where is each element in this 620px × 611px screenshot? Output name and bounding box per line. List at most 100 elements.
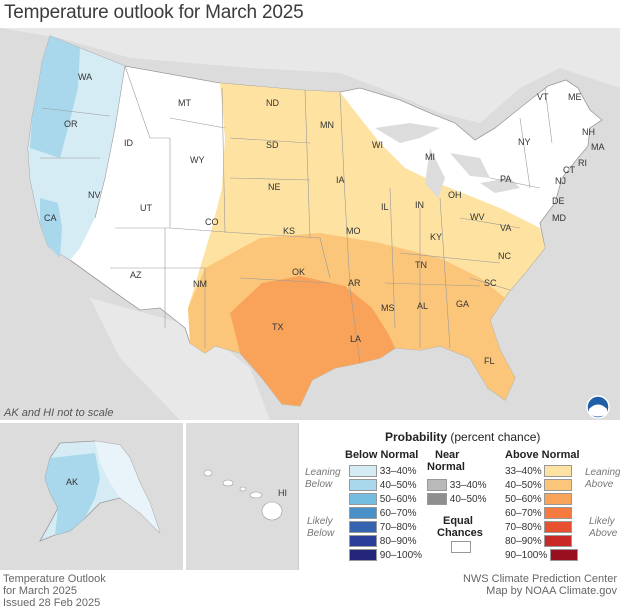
state-label-mt: MT bbox=[178, 98, 191, 108]
legend: Probability (percent chance) Below Norma… bbox=[298, 423, 620, 570]
conus-map: WA OR CA ID NV MT WY UT AZ CO NM ND SD N… bbox=[0, 28, 620, 420]
region-below-40-50 bbox=[30, 36, 80, 158]
legend-below-row-1: 33–40% bbox=[349, 465, 416, 477]
mexico-land bbox=[90, 298, 270, 420]
legend-below-range-4: 60–70% bbox=[379, 507, 417, 519]
swatch-above-4 bbox=[544, 507, 573, 519]
state-label-ky: KY bbox=[430, 232, 442, 242]
state-label-or: OR bbox=[64, 119, 78, 129]
legend-leaning-above-1: Leaning bbox=[585, 467, 620, 478]
state-label-id: ID bbox=[124, 138, 134, 148]
state-label-ia: IA bbox=[336, 175, 345, 185]
swatch-near-2 bbox=[427, 493, 447, 505]
state-label-nm: NM bbox=[193, 279, 207, 289]
alaska-inset-svg: AK bbox=[39, 440, 161, 542]
scale-note: AK and HI not to scale bbox=[4, 407, 114, 419]
legend-above-row-2: 40–50% bbox=[505, 479, 573, 491]
state-label-mn: MN bbox=[320, 120, 334, 130]
footer-right-line-2: Map by NOAA Climate.gov bbox=[486, 585, 617, 597]
state-label-ut: UT bbox=[140, 203, 152, 213]
legend-above-range-5: 70–80% bbox=[505, 521, 542, 533]
state-label-wy: WY bbox=[190, 155, 205, 165]
state-label-sd: SD bbox=[266, 140, 279, 150]
state-label-ne: NE bbox=[268, 182, 281, 192]
state-label-co: CO bbox=[205, 217, 219, 227]
footer-right-line-1: NWS Climate Prediction Center bbox=[462, 573, 617, 585]
legend-below-row-3: 50–60% bbox=[349, 493, 416, 505]
legend-leaning-below-1: Leaning bbox=[305, 467, 341, 478]
state-label-wi: WI bbox=[372, 140, 383, 150]
legend-likely-below-2: Below bbox=[307, 528, 335, 539]
swatch-below-1 bbox=[349, 465, 377, 477]
swatch-near-1 bbox=[427, 479, 447, 491]
legend-below-row-2: 40–50% bbox=[349, 479, 416, 491]
state-label-va: VA bbox=[500, 223, 511, 233]
swatch-below-7 bbox=[349, 549, 377, 561]
legend-below-row-7: 90–100% bbox=[349, 549, 422, 561]
legend-leaning-below: Leaning Below bbox=[305, 467, 341, 491]
legend-near-header-1: Near bbox=[435, 449, 460, 461]
legend-title-bold: Probability bbox=[385, 430, 448, 444]
state-label-ny: NY bbox=[518, 137, 531, 147]
state-label-tn: TN bbox=[415, 260, 427, 270]
state-label-pa: PA bbox=[500, 174, 511, 184]
state-label-fl: FL bbox=[484, 356, 495, 366]
legend-above-range-7: 90–100% bbox=[505, 549, 548, 561]
swatch-equal-chances bbox=[451, 541, 471, 553]
state-label-de: DE bbox=[552, 196, 565, 206]
state-label-wv: WV bbox=[470, 212, 485, 222]
legend-below-row-4: 60–70% bbox=[349, 507, 416, 519]
legend-below-range-7: 90–100% bbox=[379, 549, 423, 561]
legend-title: Probability (percent chance) bbox=[385, 430, 540, 444]
great-lakes bbox=[375, 123, 520, 198]
swatch-below-6 bbox=[349, 535, 377, 547]
conus-map-svg: WA OR CA ID NV MT WY UT AZ CO NM ND SD N… bbox=[0, 28, 620, 420]
legend-likely-below-1: Likely bbox=[307, 516, 333, 527]
state-label-md: MD bbox=[552, 213, 566, 223]
legend-near-range-2: 40–50% bbox=[449, 493, 487, 505]
legend-above-row-3: 50–60% bbox=[505, 493, 573, 505]
alaska-below-40-50 bbox=[45, 453, 100, 535]
legend-above-range-6: 80–90% bbox=[505, 535, 542, 547]
legend-below-range-5: 70–80% bbox=[379, 521, 417, 533]
swatch-below-2 bbox=[349, 479, 377, 491]
legend-above-header: Above Normal bbox=[505, 449, 580, 461]
state-label-al: AL bbox=[417, 301, 428, 311]
legend-below-range-1: 33–40% bbox=[379, 465, 417, 477]
swatch-above-5 bbox=[544, 521, 573, 533]
swatch-below-3 bbox=[349, 493, 377, 505]
state-label-nc: NC bbox=[498, 251, 511, 261]
legend-likely-above-2: Above bbox=[589, 528, 618, 539]
legend-leaning-below-2: Below bbox=[305, 479, 333, 490]
state-label-nv: NV bbox=[88, 190, 101, 200]
legend-near-range-1: 33–40% bbox=[449, 479, 487, 491]
state-label-in: IN bbox=[415, 200, 424, 210]
state-label-ri: RI bbox=[578, 158, 587, 168]
state-label-nj: NJ bbox=[555, 176, 566, 186]
legend-likely-below: Likely Below bbox=[307, 516, 334, 540]
legend-below-row-5: 70–80% bbox=[349, 521, 416, 533]
legend-likely-above: Likely Above bbox=[589, 516, 617, 540]
state-label-az: AZ bbox=[130, 270, 142, 280]
swatch-above-7 bbox=[550, 549, 579, 561]
swatch-above-2 bbox=[544, 479, 573, 491]
alaska-inset: AK bbox=[0, 423, 183, 570]
state-label-sc: SC bbox=[484, 278, 497, 288]
state-label-mo: MO bbox=[346, 226, 361, 236]
state-label-ct: CT bbox=[563, 165, 575, 175]
legend-above-row-1: 33–40% bbox=[505, 465, 573, 477]
legend-below-range-2: 40–50% bbox=[379, 479, 417, 491]
state-borders bbox=[40, 65, 553, 364]
swatch-below-5 bbox=[349, 521, 377, 533]
state-label-tx: TX bbox=[272, 322, 284, 332]
swatch-below-4 bbox=[349, 507, 377, 519]
state-label-nh: NH bbox=[582, 127, 595, 137]
state-label-ak: AK bbox=[66, 477, 78, 487]
region-above-50-60 bbox=[230, 276, 395, 406]
legend-above-range-4: 60–70% bbox=[505, 507, 542, 519]
state-label-il: IL bbox=[381, 202, 389, 212]
legend-near-header-2: Normal bbox=[427, 461, 465, 473]
swatch-above-3 bbox=[544, 493, 573, 505]
legend-equal-1: Equal bbox=[443, 515, 473, 527]
state-label-oh: OH bbox=[448, 190, 462, 200]
